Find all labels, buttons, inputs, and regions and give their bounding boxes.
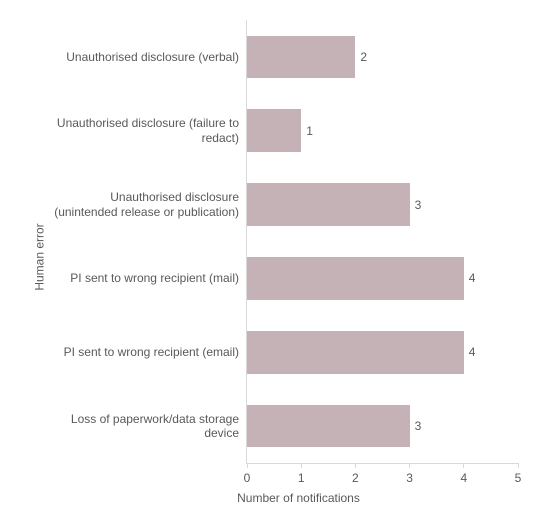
bar-row: Unauthorised disclosure (failure to reda… <box>247 94 518 168</box>
category-label: Loss of paperwork/data storage device <box>47 412 247 441</box>
x-tick-mark <box>518 463 519 468</box>
x-tick-label: 5 <box>508 471 528 485</box>
value-label: 1 <box>306 124 313 138</box>
y-axis-title: Human error <box>33 223 47 290</box>
bar <box>247 405 410 448</box>
bar-row: PI sent to wrong recipient (mail)4 <box>247 242 518 316</box>
bar-box <box>247 183 410 226</box>
bar <box>247 109 301 152</box>
plot-inner: 012345Unauthorised disclosure (verbal)2U… <box>246 20 518 464</box>
category-label: Unauthorised disclosure (failure to reda… <box>47 116 247 145</box>
x-tick-label: 2 <box>345 471 365 485</box>
x-tick-label: 0 <box>237 471 257 485</box>
bar-row: Unauthorised disclosure (unintended rele… <box>247 168 518 242</box>
value-label: 3 <box>415 198 422 212</box>
bar-row: PI sent to wrong recipient (email)4 <box>247 315 518 389</box>
chart-container: Human error Number of notifications 0 1 2 3… <box>0 0 537 513</box>
bar-box <box>247 331 464 374</box>
x-tick-mark <box>301 463 302 468</box>
category-label: PI sent to wrong recipient (mail) <box>47 271 247 285</box>
value-label: 3 <box>415 419 422 433</box>
bar-box <box>247 405 410 448</box>
category-label: PI sent to wrong recipient (email) <box>47 345 247 359</box>
bar <box>247 257 464 300</box>
x-tick-label: 1 <box>291 471 311 485</box>
value-label: 4 <box>469 271 476 285</box>
x-axis-title: Number of notifications <box>0 491 537 505</box>
bar <box>247 36 355 79</box>
bar-box <box>247 109 301 152</box>
value-label: 2 <box>360 50 367 64</box>
value-label: 4 <box>469 345 476 359</box>
x-tick-mark <box>355 463 356 468</box>
x-tick-mark <box>409 463 410 468</box>
bar-row: Loss of paperwork/data storage device3 <box>247 389 518 463</box>
bar <box>247 331 464 374</box>
plot-area: 012345Unauthorised disclosure (verbal)2U… <box>46 20 517 463</box>
category-label: Unauthorised disclosure (verbal) <box>47 50 247 64</box>
x-tick-label: 4 <box>454 471 474 485</box>
x-tick-label: 3 <box>400 471 420 485</box>
bar <box>247 183 410 226</box>
category-label: Unauthorised disclosure (unintended rele… <box>47 190 247 219</box>
bar-row: Unauthorised disclosure (verbal)2 <box>247 20 518 94</box>
x-tick-mark <box>247 463 248 468</box>
x-tick-mark <box>463 463 464 468</box>
bar-box <box>247 257 464 300</box>
bar-box <box>247 36 355 79</box>
